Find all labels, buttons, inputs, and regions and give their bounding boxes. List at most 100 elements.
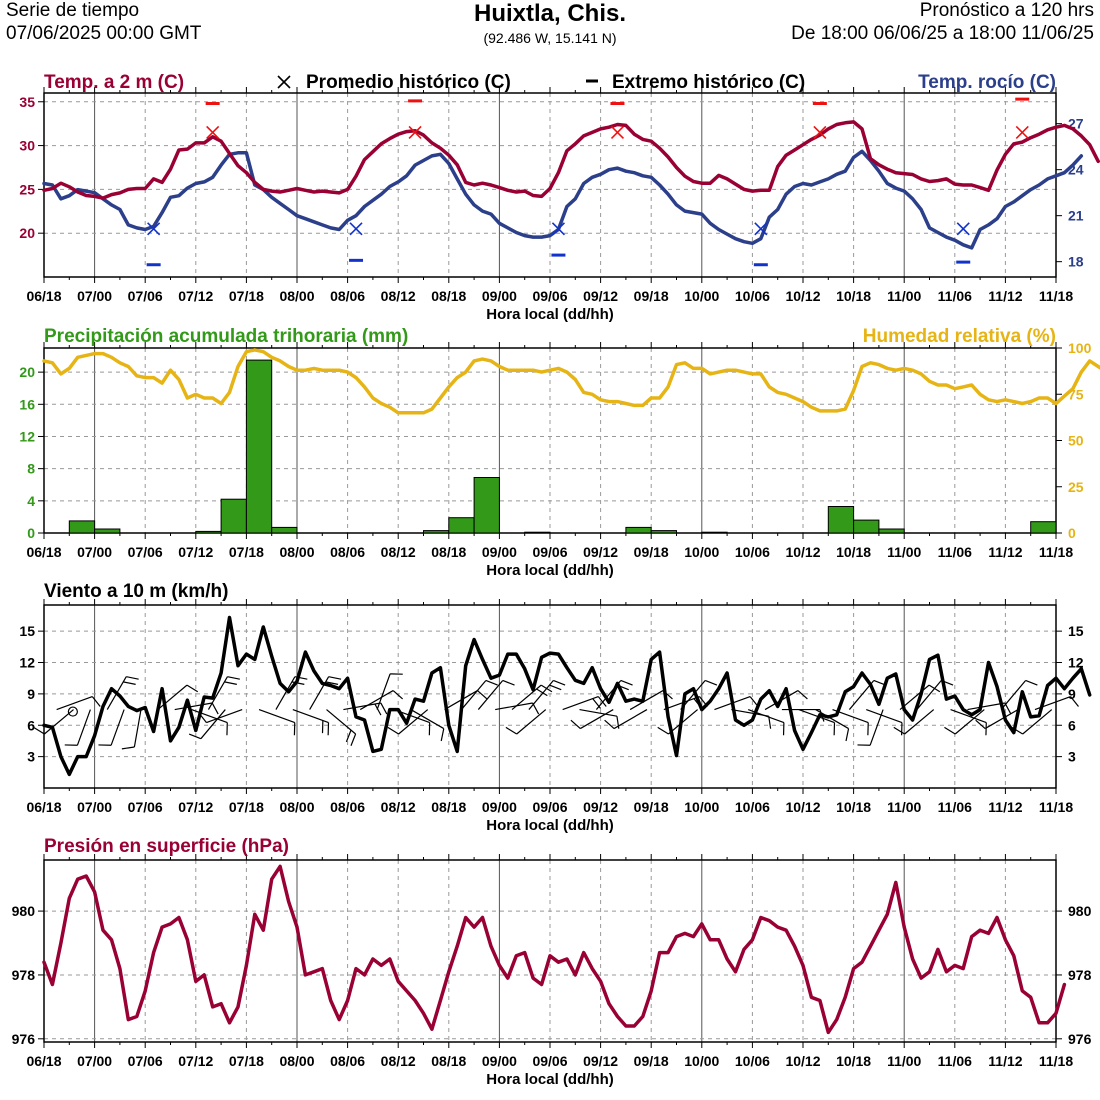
- wind-barb-feather: [549, 684, 562, 691]
- precip-xtick-label: 10/12: [785, 544, 820, 560]
- precip-bar: [195, 530, 222, 534]
- precip-ytick-label-left: 20: [19, 364, 35, 380]
- precip-xtick-label: 11/12: [988, 544, 1022, 560]
- precip-bar: [220, 498, 247, 534]
- wind-xtick-label: 09/18: [634, 799, 669, 815]
- precip-xtick-label: 10/18: [836, 544, 871, 560]
- pressure-xtick-label: 11/18: [1039, 1053, 1073, 1069]
- temp-xlabel: Hora local (dd/hh): [486, 306, 614, 323]
- wind-barb: [580, 709, 614, 730]
- wind-barb: [410, 709, 445, 730]
- temp-xtick-label: 11/12: [988, 288, 1022, 304]
- wind-barb: [460, 680, 487, 710]
- precip-bar: [245, 359, 273, 534]
- pressure-xtick-label: 08/06: [330, 1053, 365, 1069]
- temp-ytick-label-left: 35: [19, 94, 35, 110]
- wind-barb-feather: [505, 726, 517, 735]
- avg-dew-marker: [147, 222, 161, 236]
- temp-xtick-label: 09/06: [532, 288, 567, 304]
- pressure-xtick-label: 09/18: [634, 1053, 669, 1069]
- avg-temp-marker: [408, 125, 422, 139]
- temperature-line: [42, 120, 1100, 200]
- precip-bar: [1030, 521, 1057, 534]
- pressure-xtick-label: 09/06: [532, 1053, 567, 1069]
- wind-barb: [398, 709, 429, 735]
- wind-barb-feather: [570, 719, 581, 730]
- precip-xtick-label: 09/12: [583, 544, 618, 560]
- wind-barb-feather: [224, 681, 237, 685]
- wind-ytick-label-right: 3: [1068, 749, 1076, 765]
- header-right-line1: Pronóstico a 120 hrs: [920, 0, 1094, 21]
- wind-barb-feather: [440, 728, 445, 742]
- precip-ytick-label-right: 50: [1068, 433, 1084, 449]
- wind-barb-feather: [91, 696, 101, 707]
- pressure-xtick-label: 07/00: [77, 1053, 112, 1069]
- wind-barb: [579, 708, 618, 717]
- wind-barb: [1022, 709, 1053, 735]
- pressure-ytick-label-right: 976: [1068, 1031, 1092, 1047]
- precip-xtick-label: 09/18: [634, 544, 669, 560]
- avg-dew-marker: [956, 222, 970, 236]
- wind-barb-feather: [380, 702, 388, 715]
- pressure-xtick-label: 09/12: [583, 1053, 618, 1069]
- wind-barb: [76, 709, 91, 746]
- temp-xtick-label: 11/18: [1039, 288, 1073, 304]
- precip-xtick-label: 10/06: [735, 544, 770, 560]
- wind-xlabel: Hora local (dd/hh): [486, 817, 614, 834]
- precip-xtick-label: 10/00: [684, 544, 719, 560]
- temp-xtick-label: 08/12: [381, 288, 416, 304]
- wind-barb-feather: [944, 726, 956, 735]
- wind-xtick-label: 10/12: [785, 799, 820, 815]
- wind-barb: [56, 696, 93, 711]
- page-title: Huixtla, Chis.: [474, 0, 626, 27]
- wind-barb: [916, 680, 942, 710]
- wind-barb: [528, 680, 554, 710]
- avg-dew-marker: [349, 222, 363, 236]
- wind-barb: [663, 696, 700, 711]
- wind-barb-feather: [657, 726, 669, 735]
- precip-ytick-label-left: 12: [19, 428, 35, 444]
- precip-bar: [878, 528, 905, 534]
- pressure-xtick-label: 08/00: [279, 1053, 314, 1069]
- wind-barb-feather: [186, 684, 199, 693]
- precip-bar: [827, 506, 855, 534]
- pressure-xtick-label: 11/12: [988, 1053, 1022, 1069]
- wind-barb-feather: [620, 679, 633, 686]
- wind-xtick-label: 11/00: [887, 799, 921, 815]
- wind-xtick-label: 07/18: [229, 799, 264, 815]
- precip-bar: [625, 526, 652, 534]
- wind-barb-feather: [592, 698, 602, 709]
- wind-panel: 3 6 9 12 15 3 6 9 12 15 06/18 07/00 07/06 07/12 07/18 0…: [19, 581, 1092, 834]
- wind-barb-feather: [845, 728, 850, 742]
- wind-xtick-label: 06/18: [26, 799, 61, 815]
- temp-xtick-label: 07/12: [178, 288, 213, 304]
- wind-ytick-label-left: 3: [27, 749, 35, 765]
- precip-bar: [650, 530, 678, 534]
- wind-barb: [967, 702, 1005, 711]
- pressure-panel: 976 978 980 976 978 980 06/18 07/00 07/06 07/12 07…: [12, 836, 1092, 1088]
- wind-ytick-label-right: 9: [1068, 686, 1076, 702]
- header-left-line2: 07/06/2025 00:00 GMT: [6, 23, 202, 44]
- temp-ytick-label-right: 21: [1068, 208, 1084, 224]
- temp-xtick-label: 10/06: [735, 288, 770, 304]
- wind-xtick-label: 09/00: [482, 799, 517, 815]
- wind-barb: [326, 709, 357, 735]
- pressure-xlabel: Hora local (dd/hh): [486, 1071, 614, 1088]
- header-right-line2: De 18:00 06/06/25 a 18:00 11/06/25: [791, 23, 1094, 44]
- wind-xtick-label: 08/00: [279, 799, 314, 815]
- wind-barb: [292, 709, 329, 724]
- temp-xtick-label: 08/00: [279, 288, 314, 304]
- temp-xtick-label: 08/18: [431, 288, 466, 304]
- pressure-ytick-label-left: 978: [12, 967, 36, 983]
- wind-barb: [191, 709, 228, 724]
- wind-barb-feather: [123, 681, 136, 685]
- wind-barb-feather: [536, 688, 548, 697]
- precip-xtick-label: 11/18: [1039, 544, 1073, 560]
- temp-ytick-label-right: 18: [1068, 254, 1084, 270]
- temp-xtick-label: 08/06: [330, 288, 365, 304]
- wind-barb: [110, 709, 125, 746]
- wind-barb: [343, 702, 381, 711]
- avg-temp-marker: [206, 125, 220, 139]
